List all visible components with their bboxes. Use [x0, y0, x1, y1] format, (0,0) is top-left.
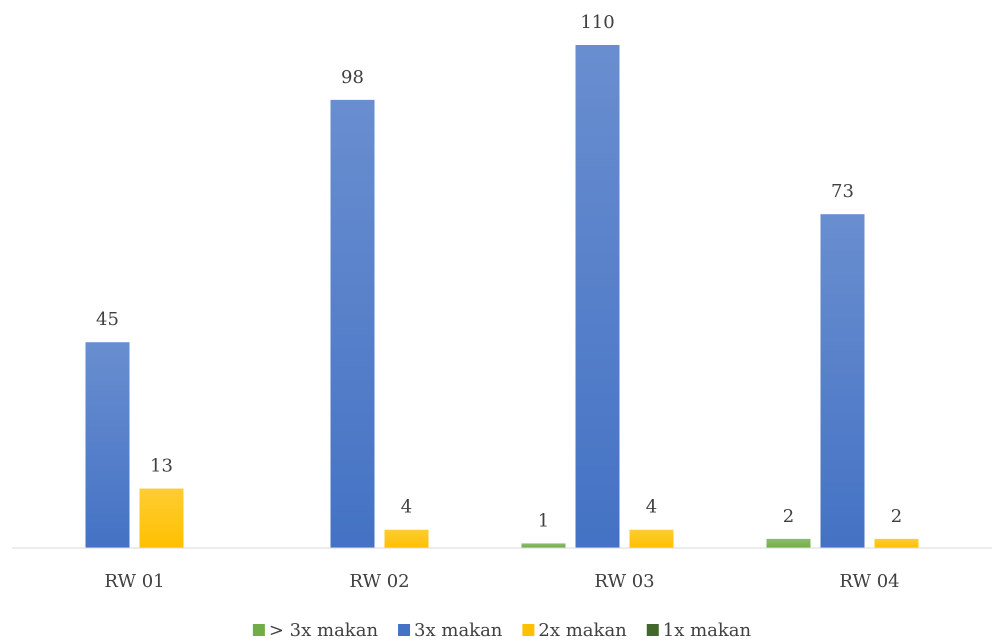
legend-label: > 3x makan — [269, 620, 379, 641]
bar — [874, 538, 919, 548]
legend-label: 2x makan — [538, 620, 627, 641]
bar — [330, 99, 375, 548]
data-label: 2 — [891, 506, 902, 527]
bar — [629, 529, 674, 548]
data-label: 4 — [646, 497, 657, 518]
data-label: 2 — [783, 506, 794, 527]
bar — [85, 342, 130, 548]
bar — [766, 538, 811, 548]
x-tick-label: RW 04 — [839, 571, 899, 592]
data-label: 73 — [831, 181, 854, 202]
data-label: 98 — [341, 67, 364, 88]
legend-swatch — [646, 624, 659, 636]
legend-label: 1x makan — [663, 620, 752, 641]
legend-label: 3x makan — [414, 620, 503, 641]
data-label: 110 — [580, 12, 614, 33]
bar — [521, 543, 566, 548]
legend-swatch — [398, 624, 411, 636]
bar — [820, 214, 865, 548]
legend-swatch — [252, 624, 265, 636]
x-tick-label: RW 01 — [104, 571, 164, 592]
bar — [139, 488, 184, 548]
data-label: 4 — [401, 497, 412, 518]
x-tick-label: RW 02 — [349, 571, 409, 592]
data-label: 45 — [96, 309, 119, 330]
data-label: 1 — [538, 510, 549, 531]
bar — [575, 45, 620, 548]
legend-swatch — [522, 624, 535, 636]
bar — [384, 529, 429, 548]
legend: > 3x makan 3x makan 2x makan 1x makan — [252, 620, 752, 641]
data-label: 13 — [150, 456, 173, 477]
x-tick-label: RW 03 — [594, 571, 654, 592]
